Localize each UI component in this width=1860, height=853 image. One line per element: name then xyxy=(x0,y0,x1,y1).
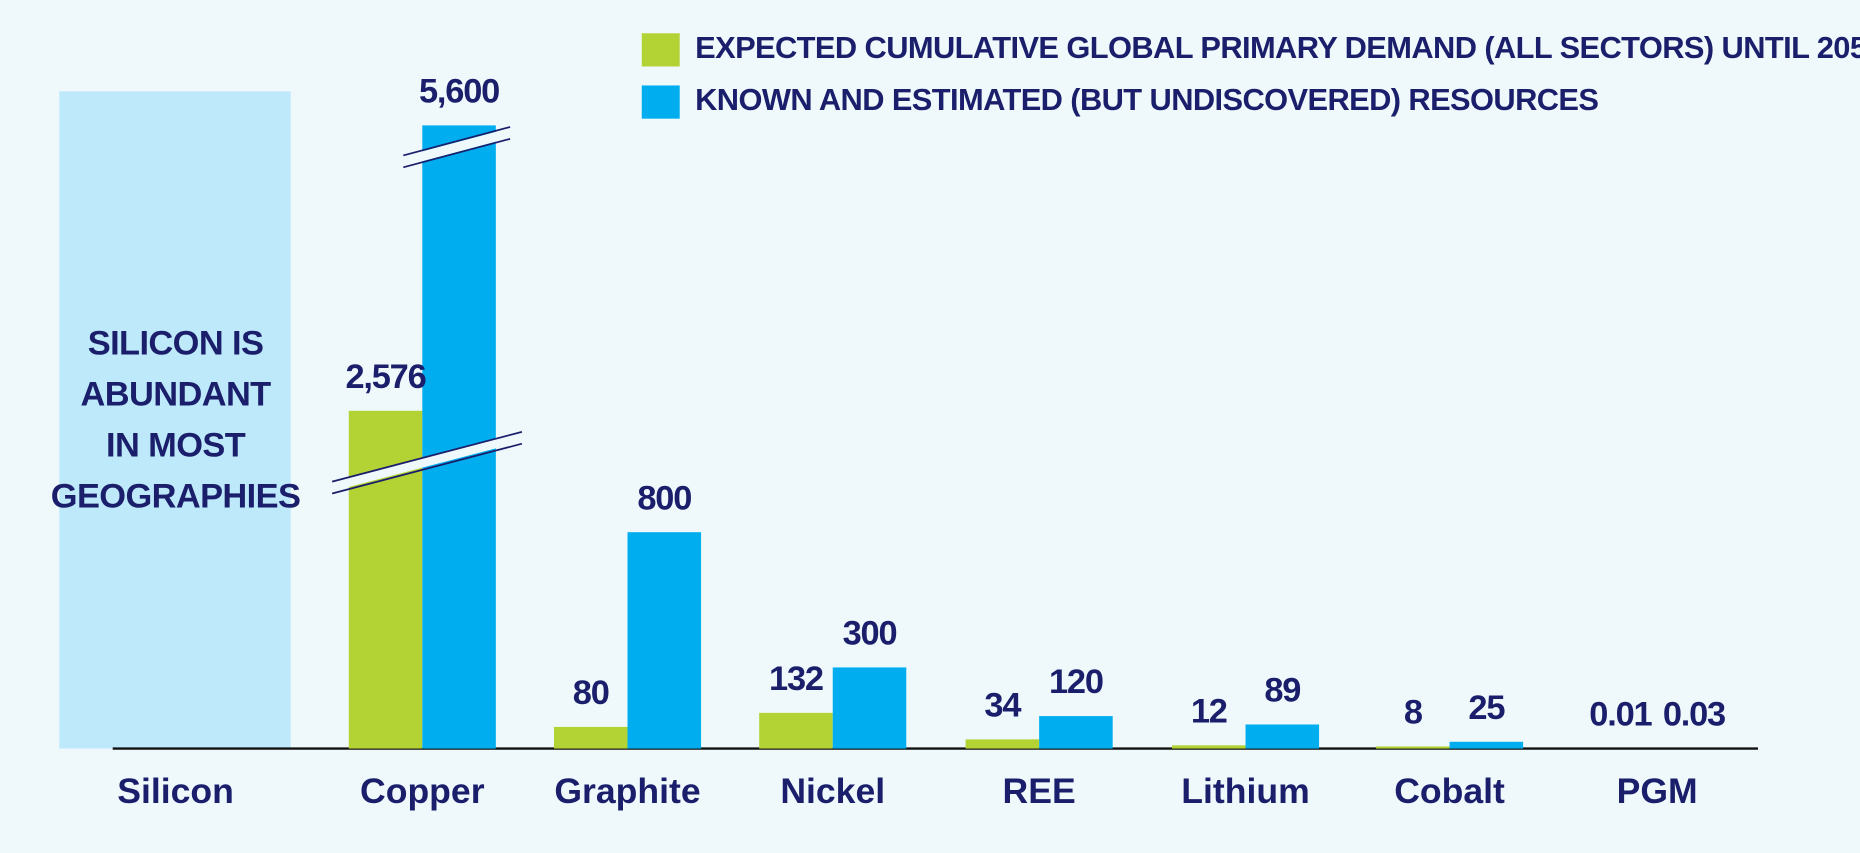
bar xyxy=(422,125,496,749)
x-tick-label: Lithium xyxy=(1181,771,1309,811)
bar xyxy=(553,726,628,749)
bar xyxy=(1245,724,1320,749)
data-label: 34 xyxy=(984,686,1021,724)
legend-swatch xyxy=(641,33,680,67)
data-label: 5,600 xyxy=(419,72,499,110)
bar xyxy=(832,667,907,749)
annotation: GEOGRAPHIES xyxy=(51,477,301,515)
axis-breaks xyxy=(330,126,524,495)
bar xyxy=(1376,746,1450,749)
x-tick-label: Copper xyxy=(360,771,485,811)
legend-label: KNOWN AND ESTIMATED (BUT UNDISCOVERED) R… xyxy=(695,82,1598,117)
data-label: 80 xyxy=(573,674,609,712)
legend-label: EXPECTED CUMULATIVE GLOBAL PRIMARY DEMAN… xyxy=(695,30,1860,65)
data-label: 2,576 xyxy=(345,358,425,396)
bar xyxy=(759,712,833,749)
data-label: 120 xyxy=(1049,663,1103,701)
bar xyxy=(1171,745,1246,749)
bar xyxy=(627,532,702,749)
data-label: 800 xyxy=(637,479,691,517)
annotation: ABUNDANT xyxy=(80,375,271,413)
data-label: 8 xyxy=(1404,693,1423,731)
data-label: 132 xyxy=(769,660,823,698)
x-tick-label: Silicon xyxy=(117,771,234,811)
x-tick-label: Graphite xyxy=(554,771,700,811)
legend-swatch xyxy=(641,85,680,119)
data-label: 25 xyxy=(1468,689,1505,727)
silicon-box xyxy=(59,91,291,749)
data-label: 0.03 xyxy=(1663,696,1725,734)
x-tick-label: Cobalt xyxy=(1394,771,1505,811)
data-label: 300 xyxy=(843,614,897,652)
data-label: 89 xyxy=(1264,672,1300,710)
data-label: 12 xyxy=(1191,692,1227,730)
x-tick-label: PGM xyxy=(1617,771,1698,811)
annotation: SILICON IS xyxy=(88,324,264,362)
annotation: IN MOST xyxy=(106,426,246,464)
bar xyxy=(1449,741,1524,749)
bar xyxy=(965,739,1040,749)
bar xyxy=(1039,716,1113,749)
data-label: 0.01 xyxy=(1589,696,1652,734)
x-tick-label: REE xyxy=(1003,771,1076,811)
x-tick-label: Nickel xyxy=(780,771,885,811)
